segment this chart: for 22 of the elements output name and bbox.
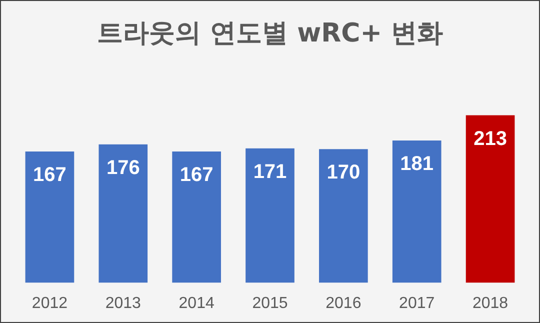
x-tick-label: 2012	[32, 294, 68, 312]
data-label: 167	[33, 164, 66, 186]
data-label: 170	[326, 162, 360, 184]
x-tick-label: 2013	[105, 294, 142, 312]
data-label: 181	[400, 152, 434, 175]
x-tick-label: 2017	[399, 294, 435, 312]
chart-title: 트라웃의 연도별 wRC+ 변화	[96, 18, 444, 48]
bar	[392, 140, 442, 283]
data-label: 176	[106, 156, 140, 179]
bar	[466, 115, 515, 283]
bar	[172, 151, 221, 283]
bar	[319, 149, 368, 283]
x-tick-label: 2018	[472, 294, 508, 312]
x-tick-label: 2014	[178, 294, 214, 312]
data-label: 171	[253, 160, 287, 183]
x-tick-label: 2016	[326, 294, 362, 312]
bar	[98, 144, 148, 283]
bar	[25, 151, 74, 283]
data-label: 167	[180, 164, 214, 186]
x-tick-label: 2015	[252, 294, 288, 312]
data-label: 213	[474, 128, 507, 150]
bar	[246, 148, 294, 283]
